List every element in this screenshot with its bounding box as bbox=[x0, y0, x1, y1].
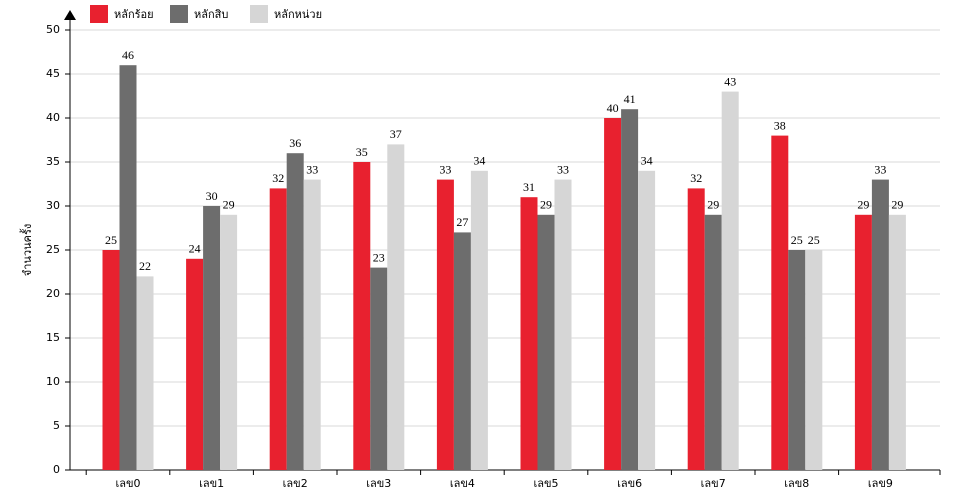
value-label: 29 bbox=[540, 198, 552, 212]
value-label: 25 bbox=[105, 233, 117, 247]
x-tick-label: เลข2 bbox=[283, 477, 308, 490]
value-label: 32 bbox=[272, 171, 284, 185]
y-tick-label: 45 bbox=[46, 67, 60, 80]
value-label: 33 bbox=[874, 162, 886, 176]
bar bbox=[186, 258, 204, 470]
bar bbox=[621, 109, 639, 470]
y-axis-label: จำนวนครั้ง bbox=[19, 224, 34, 276]
y-tick-label: 40 bbox=[46, 111, 60, 124]
x-tick-label: เลข7 bbox=[701, 477, 726, 490]
bar bbox=[604, 118, 622, 470]
value-label: 25 bbox=[808, 233, 820, 247]
bar bbox=[370, 267, 388, 470]
value-label: 29 bbox=[891, 198, 903, 212]
bar bbox=[220, 214, 238, 470]
value-label: 38 bbox=[774, 118, 786, 132]
value-label: 40 bbox=[607, 101, 619, 115]
value-label: 31 bbox=[523, 180, 535, 194]
value-label: 36 bbox=[289, 136, 301, 150]
bar bbox=[203, 206, 221, 470]
bar bbox=[638, 170, 656, 471]
bar bbox=[387, 144, 405, 470]
bar bbox=[520, 197, 538, 470]
bar bbox=[136, 276, 154, 470]
value-label: 33 bbox=[439, 162, 451, 176]
y-tick-label: 5 bbox=[53, 419, 60, 432]
bar bbox=[119, 65, 137, 470]
value-label: 29 bbox=[223, 198, 235, 212]
bar bbox=[805, 250, 823, 470]
x-tick-label: เลข9 bbox=[868, 477, 893, 490]
value-label: 27 bbox=[456, 215, 468, 229]
bar bbox=[102, 250, 120, 470]
value-label: 33 bbox=[306, 162, 318, 176]
bar bbox=[554, 179, 572, 470]
value-label: 35 bbox=[356, 145, 368, 159]
bar bbox=[687, 188, 705, 470]
legend-label: หลักร้อย bbox=[114, 8, 154, 21]
bar bbox=[453, 232, 471, 470]
y-tick-label: 10 bbox=[46, 375, 60, 388]
value-label: 30 bbox=[206, 189, 218, 203]
bar bbox=[704, 214, 722, 470]
value-label: 34 bbox=[641, 154, 653, 168]
value-label: 23 bbox=[373, 250, 385, 264]
legend-label: หลักหน่วย bbox=[274, 8, 322, 21]
value-label: 37 bbox=[390, 127, 402, 141]
value-label: 24 bbox=[189, 242, 201, 256]
x-tick-label: เลข0 bbox=[115, 477, 140, 490]
y-tick-label: 30 bbox=[46, 199, 60, 212]
y-tick-label: 50 bbox=[46, 23, 60, 36]
bar bbox=[771, 135, 789, 470]
value-label: 46 bbox=[122, 48, 134, 62]
value-label: 25 bbox=[791, 233, 803, 247]
bar bbox=[286, 153, 304, 470]
x-tick-label: เลข8 bbox=[784, 477, 809, 490]
legend-swatch bbox=[170, 5, 188, 23]
bar bbox=[721, 91, 739, 470]
value-label: 29 bbox=[857, 198, 869, 212]
x-tick-label: เลข1 bbox=[199, 477, 224, 490]
bar bbox=[436, 179, 454, 470]
legend-swatch bbox=[250, 5, 268, 23]
bar bbox=[353, 162, 371, 470]
x-tick-label: เลข6 bbox=[617, 477, 642, 490]
bar bbox=[470, 170, 488, 471]
value-label: 32 bbox=[690, 171, 702, 185]
y-tick-label: 0 bbox=[53, 463, 60, 476]
y-tick-label: 20 bbox=[46, 287, 60, 300]
x-tick-label: เลข3 bbox=[366, 477, 391, 490]
value-label: 43 bbox=[724, 74, 736, 88]
bar bbox=[788, 250, 806, 470]
value-label: 22 bbox=[139, 259, 151, 273]
x-tick-label: เลข4 bbox=[450, 477, 475, 490]
y-tick-label: 25 bbox=[46, 243, 60, 256]
bar bbox=[269, 188, 287, 470]
legend-label: หลักสิบ bbox=[194, 8, 228, 21]
legend-swatch bbox=[90, 5, 108, 23]
value-label: 34 bbox=[473, 154, 485, 168]
bar bbox=[537, 214, 555, 470]
bar bbox=[303, 179, 321, 470]
y-tick-label: 15 bbox=[46, 331, 60, 344]
bar bbox=[854, 214, 872, 470]
y-tick-label: 35 bbox=[46, 155, 60, 168]
bar bbox=[888, 214, 906, 470]
bar bbox=[871, 179, 889, 470]
x-tick-label: เลข5 bbox=[533, 477, 558, 490]
value-label: 29 bbox=[707, 198, 719, 212]
value-label: 33 bbox=[557, 162, 569, 176]
value-label: 41 bbox=[624, 92, 636, 106]
